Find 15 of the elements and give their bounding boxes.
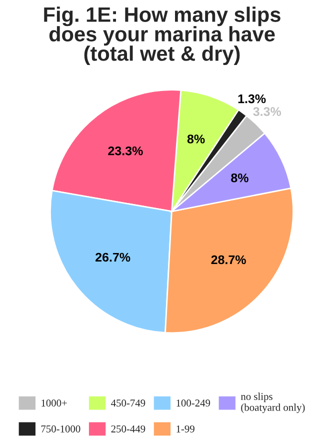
legend-label: 1-99 xyxy=(176,425,194,432)
legend-label: 1000+ xyxy=(42,400,67,407)
data-label: 28.7% xyxy=(211,255,246,264)
legend-label: 250-449 xyxy=(111,425,146,432)
chart-title: Fig. 1E: How many slips does your marina have (total wet & dry) xyxy=(44,6,280,66)
data-label: 1.3% xyxy=(238,94,266,104)
data-label: 3.3% xyxy=(253,107,282,116)
data-label: 26.7% xyxy=(96,252,130,262)
data-label: 8% xyxy=(187,134,205,144)
legend-label: 100-249 xyxy=(176,400,210,407)
legend-label: 750-1000 xyxy=(41,425,80,432)
legend-label: no slips (boatyard only) xyxy=(240,392,305,414)
data-label: 8% xyxy=(231,173,248,182)
data-label: 23.3% xyxy=(108,146,143,156)
legend-label: 450-749 xyxy=(111,400,146,407)
